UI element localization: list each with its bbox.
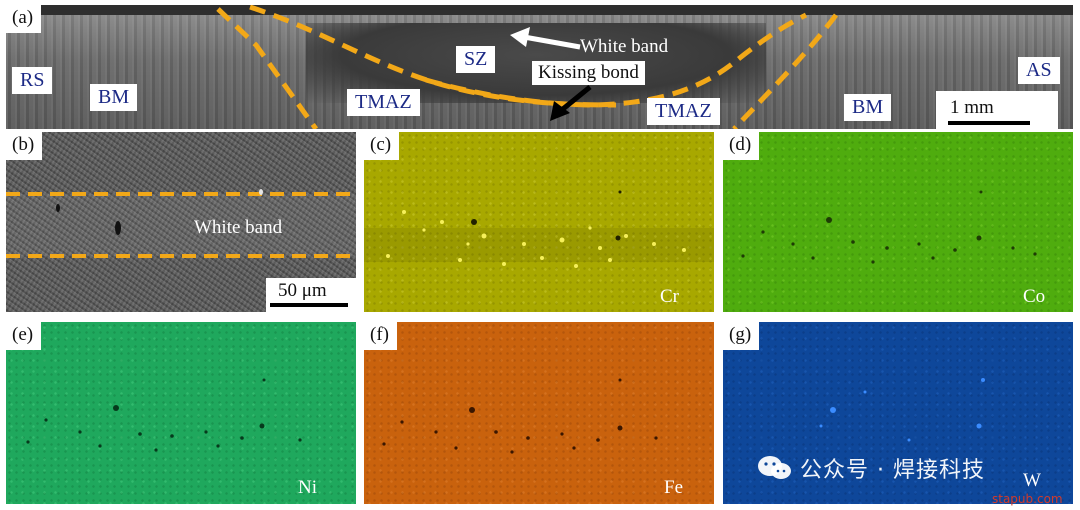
panel-e-tag: (e) xyxy=(6,322,42,350)
panel-a-macrograph: (a) RS BM TMAZ SZ White band Kissing bon… xyxy=(6,5,1073,129)
scale-bar-a: 1 mm xyxy=(936,91,1058,129)
ni-band-overlay xyxy=(26,378,302,452)
kissing-bond-arrow xyxy=(550,85,592,121)
label-white-band-b: White band xyxy=(194,217,283,238)
fe-band-overlay xyxy=(382,378,658,454)
scale-bar-a-label: 1 mm xyxy=(950,97,994,118)
scale-bar-b: 50 μm xyxy=(266,278,356,312)
panel-f-tag: (f) xyxy=(364,322,397,350)
watermark-text: 公众号 · 焊接科技 xyxy=(800,458,985,483)
watermark-site: stapub.com xyxy=(992,492,1063,506)
white-band-region xyxy=(6,194,356,256)
panel-e-ni-map: (e) Ni xyxy=(6,322,356,504)
element-label-ni: Ni xyxy=(298,477,317,498)
panel-a-tag: (a) xyxy=(6,5,42,33)
label-bm-right: BM xyxy=(844,94,892,121)
pore-3 xyxy=(259,189,263,195)
element-label-w: W xyxy=(1023,470,1041,491)
label-tmaz-left: TMAZ xyxy=(347,89,420,116)
panel-b-sem: (b) White band 50 μm xyxy=(6,132,356,312)
scale-bar-b-line xyxy=(270,303,348,307)
white-band-boundaries xyxy=(6,189,356,258)
element-label-co: Co xyxy=(1023,286,1046,307)
label-sz: SZ xyxy=(456,46,496,73)
label-white-band-a: White band xyxy=(580,36,669,57)
wechat-icon xyxy=(756,452,794,487)
label-bm-left: BM xyxy=(90,84,138,111)
pore-1 xyxy=(115,221,121,235)
panel-f-fe-map: (f) Fe xyxy=(364,322,714,504)
pore-2 xyxy=(56,204,60,212)
w-band-overlay xyxy=(819,378,985,442)
panel-a-top-edge xyxy=(6,5,1073,15)
tmaz-boundary-right-outer xyxy=(732,13,838,129)
scale-bar-b-label: 50 μm xyxy=(278,280,327,301)
label-kissing-bond: Kissing bond xyxy=(532,61,645,85)
label-as: AS xyxy=(1018,57,1060,84)
cr-band-overlay xyxy=(364,190,714,268)
tmaz-boundary-left-outer xyxy=(216,7,319,129)
element-label-fe: Fe xyxy=(664,477,683,498)
co-band-overlay xyxy=(741,190,1037,264)
panel-g-tag: (g) xyxy=(723,322,760,350)
panel-d-co-map: (d) Co xyxy=(723,132,1073,312)
panel-d-tag: (d) xyxy=(723,132,760,160)
label-rs: RS xyxy=(12,67,53,94)
panel-c-cr-map: (c) Cr xyxy=(364,132,714,312)
zone-boundary-overlay xyxy=(216,5,838,129)
panel-c-tag: (c) xyxy=(364,132,400,160)
scale-bar-a-line xyxy=(948,121,1030,125)
white-band-arrow xyxy=(510,27,581,50)
tmaz-boundary-left-inner xyxy=(249,5,617,108)
stir-zone-boundary xyxy=(425,12,808,108)
panel-b-tag: (b) xyxy=(6,132,43,160)
element-label-cr: Cr xyxy=(660,286,679,307)
label-tmaz-right: TMAZ xyxy=(647,98,720,125)
